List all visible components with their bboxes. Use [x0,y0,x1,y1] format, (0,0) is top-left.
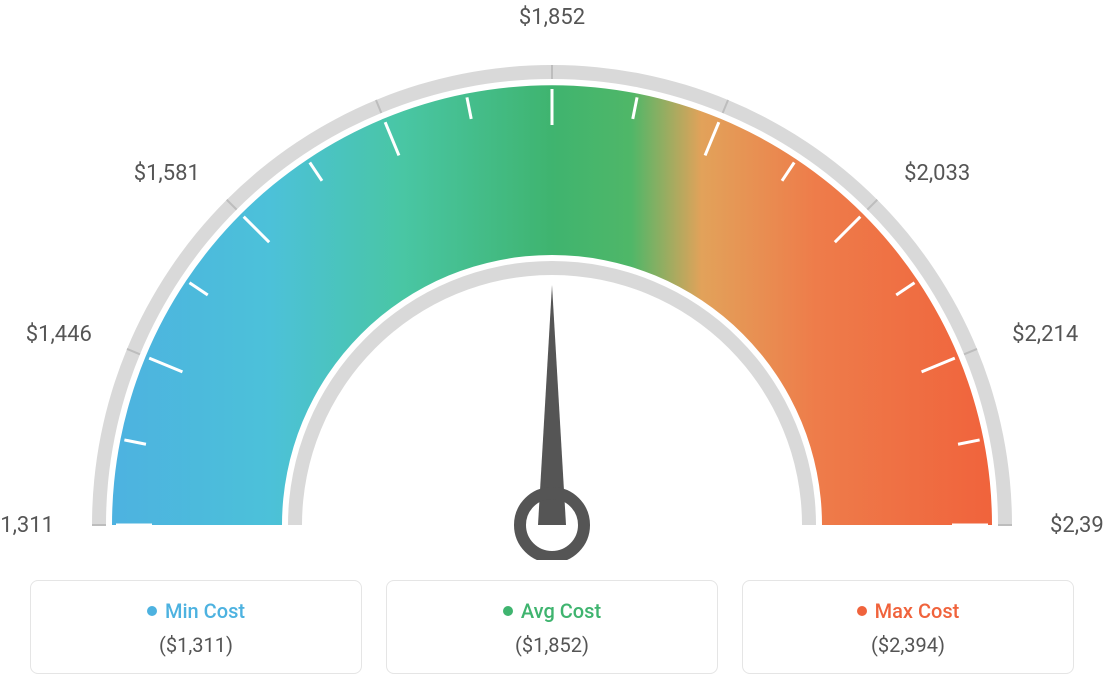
legend-label-max: Max Cost [875,599,960,623]
gauge-tick-label: $1,311 [0,513,54,538]
legend-value-max: ($2,394) [871,633,945,657]
legend-dot-max [857,606,867,616]
gauge-tick-label: $2,214 [1012,322,1078,347]
legend-card-min: Min Cost ($1,311) [30,580,362,674]
legend-value-min: ($1,311) [159,633,233,657]
gauge-tick-label: $1,852 [519,5,585,30]
gauge-svg [30,20,1074,560]
legend-value-avg: ($1,852) [515,633,589,657]
legend-label-avg: Avg Cost [521,599,601,623]
legend-dot-min [147,606,157,616]
gauge-tick-label: $1,581 [134,161,200,186]
gauge-tick-label: $1,446 [26,322,92,347]
legend-label-min: Min Cost [165,599,245,623]
gauge-tick-label: $2,033 [904,161,970,186]
legend-card-avg: Avg Cost ($1,852) [386,580,718,674]
legend-row: Min Cost ($1,311) Avg Cost ($1,852) Max … [30,580,1074,674]
legend-card-max: Max Cost ($2,394) [742,580,1074,674]
cost-gauge: $1,311$1,446$1,581$1,852$2,033$2,214$2,3… [30,20,1074,560]
legend-dot-avg [503,606,513,616]
gauge-tick-label: $2,394 [1050,513,1104,538]
